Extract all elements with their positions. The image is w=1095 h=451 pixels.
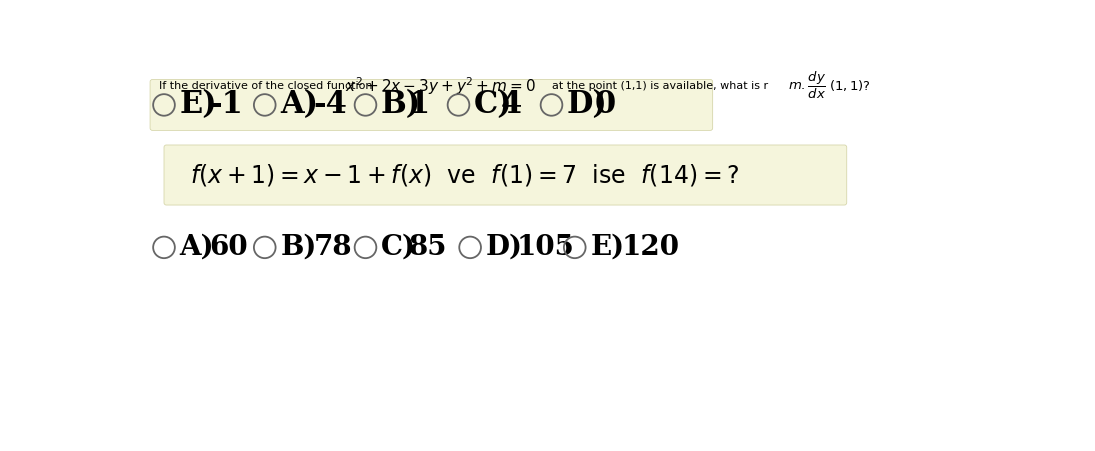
Text: $x^2 + 2x - 3y + y^2 + m = 0$: $x^2 + 2x - 3y + y^2 + m = 0$ xyxy=(345,75,535,97)
Text: 120: 120 xyxy=(621,234,679,261)
FancyBboxPatch shape xyxy=(150,79,713,130)
Text: E): E) xyxy=(180,89,217,120)
Text: 85: 85 xyxy=(408,234,447,261)
Text: 4: 4 xyxy=(502,89,522,120)
Text: C): C) xyxy=(474,89,512,120)
Text: A): A) xyxy=(280,89,319,120)
Text: E): E) xyxy=(590,234,624,261)
Text: $(1,1)$?: $(1,1)$? xyxy=(829,78,871,93)
Text: A): A) xyxy=(180,234,215,261)
Text: D): D) xyxy=(485,234,522,261)
Text: B): B) xyxy=(381,89,422,120)
Text: 105: 105 xyxy=(517,234,575,261)
Text: 60: 60 xyxy=(209,234,247,261)
Text: C): C) xyxy=(381,234,416,261)
Text: If the derivative of the closed function: If the derivative of the closed function xyxy=(159,81,372,91)
Text: 0: 0 xyxy=(595,89,615,120)
Text: B): B) xyxy=(280,234,316,261)
Text: $f(x+1) = x - 1 + f(x)\ \ \mathrm{ve}\ \ f(1) = 7\ \ \mathrm{ise}\ \ f(14) = ?$: $f(x+1) = x - 1 + f(x)\ \ \mathrm{ve}\ \… xyxy=(189,162,739,188)
FancyBboxPatch shape xyxy=(164,145,846,205)
Text: -4: -4 xyxy=(313,89,347,120)
Text: $m.\dfrac{dy}{dx}$: $m.\dfrac{dy}{dx}$ xyxy=(788,70,826,101)
Text: 78: 78 xyxy=(313,234,353,261)
Text: -1: -1 xyxy=(209,89,243,120)
Text: D): D) xyxy=(567,89,608,120)
Text: 1: 1 xyxy=(408,89,429,120)
Text: at the point (1,1) is available, what is r: at the point (1,1) is available, what is… xyxy=(552,81,768,91)
